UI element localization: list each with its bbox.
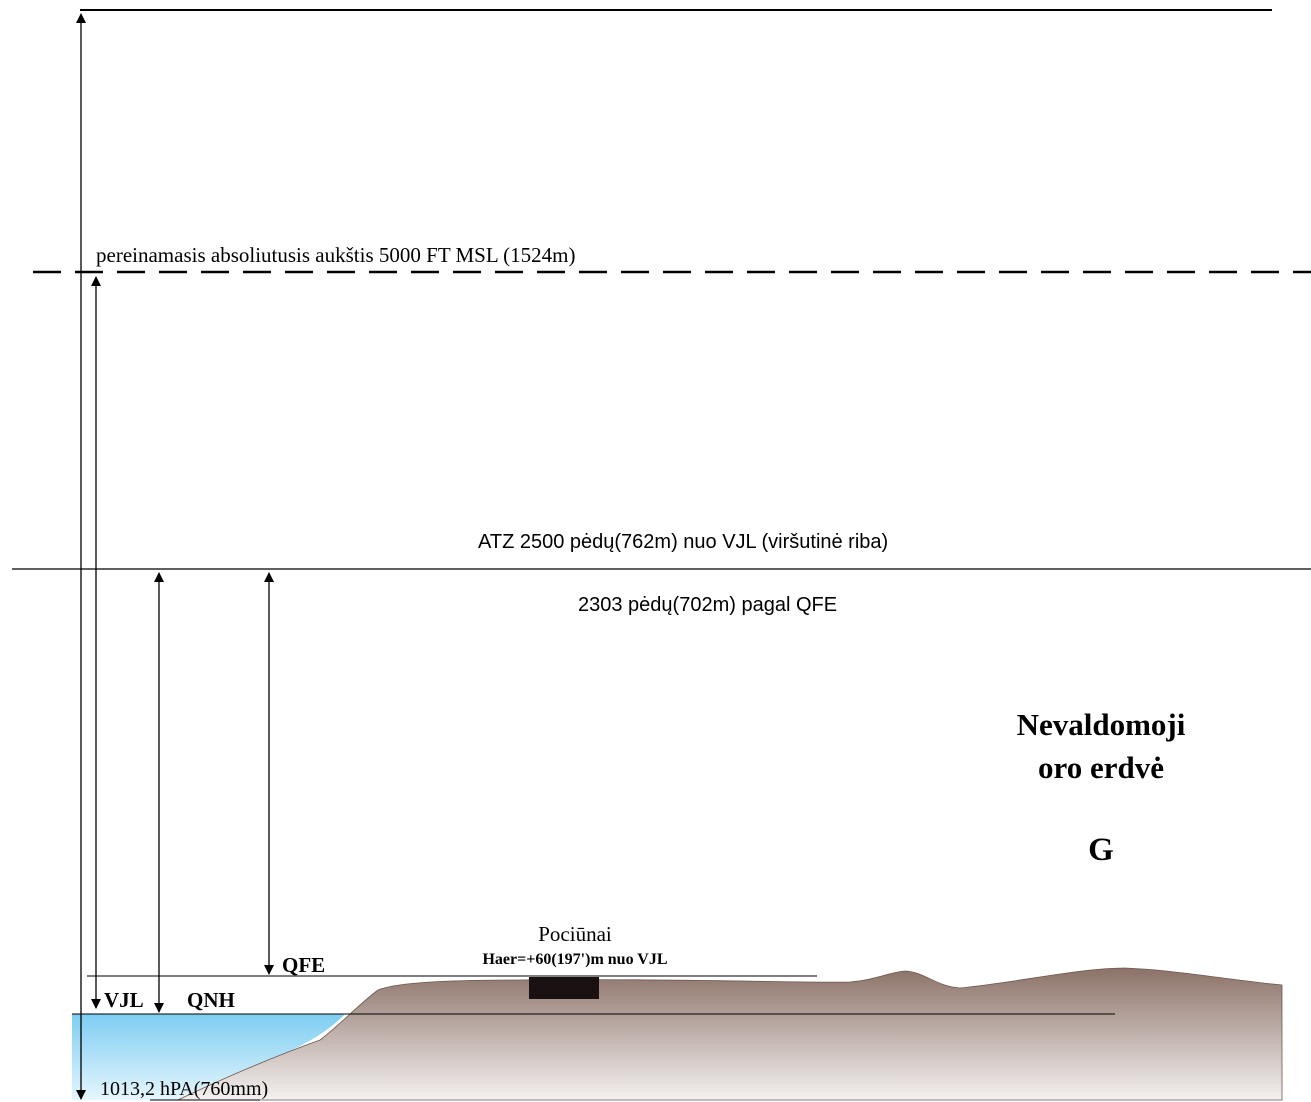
terrain-profile — [177, 967, 1283, 1101]
qfe-label: QFE — [282, 953, 325, 977]
runway — [529, 977, 599, 999]
standard-pressure-label: 1013,2 hPA(760mm) — [100, 1078, 268, 1100]
qfe-height-label: 2303 pėdų(702m) pagal QFE — [578, 594, 837, 616]
qnh-label: QNH — [187, 988, 235, 1012]
transition-altitude-label: pereinamasis absoliutusis aukštis 5000 F… — [96, 243, 575, 267]
atz-upper-label: ATZ 2500 pėdų(762m) nuo VJL (viršutinė r… — [478, 531, 888, 553]
airspace-class-label: G — [1088, 832, 1114, 868]
vjl-label: VJL — [104, 988, 144, 1012]
airfield-elevation-label: Haer=+60(197')m nuo VJL — [482, 951, 667, 968]
airspace-label-line2: oro erdvė — [1038, 750, 1164, 785]
airfield-name-label: Pociūnai — [538, 922, 612, 946]
airspace-label-line1: Nevaldomoji — [1017, 707, 1186, 742]
water-area — [72, 1014, 345, 1100]
